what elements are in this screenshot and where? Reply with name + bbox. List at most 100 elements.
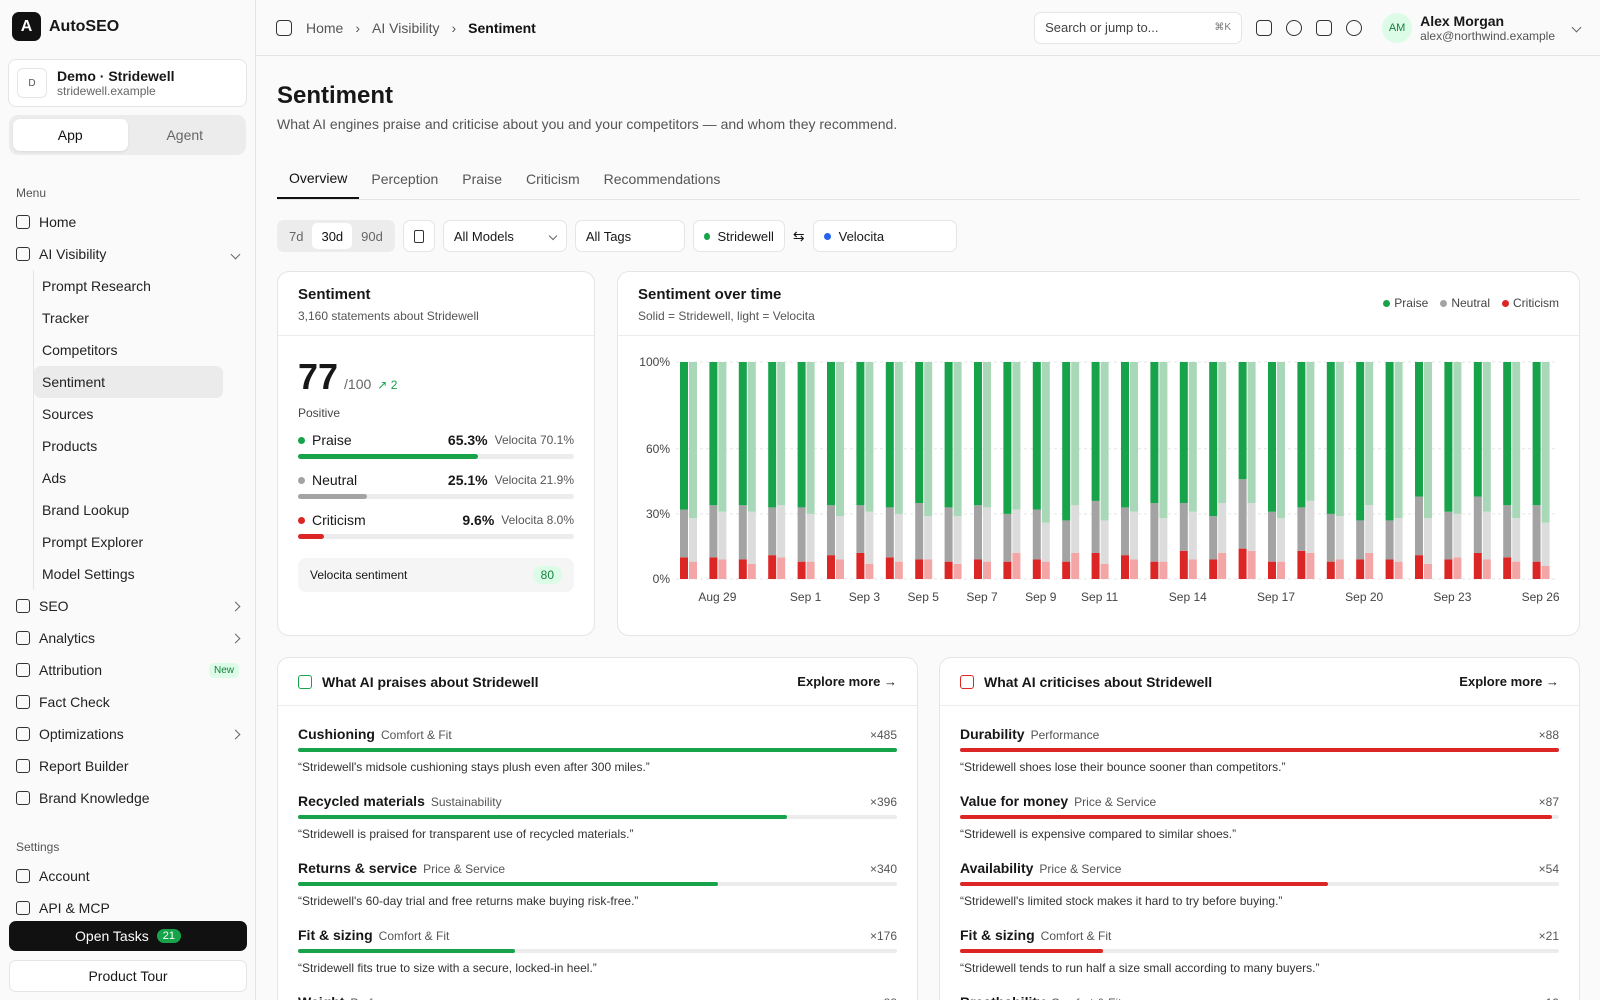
search[interactable]: Search or jump to... ⌘K [1034,11,1243,44]
nav-item[interactable]: Optimizations [0,718,255,750]
range-option[interactable]: 90d [361,228,383,244]
item-quote: “Stridewell fits true to size with a sec… [298,961,597,975]
bar-segment [827,505,835,556]
bar-segment [1532,561,1541,579]
count-track [960,882,1559,886]
open-tasks-button[interactable]: Open Tasks 21 [9,921,247,951]
breadcrumb-item: Sentiment [468,19,536,36]
bar-segment [1003,513,1012,562]
bar-segment [680,362,688,510]
tab[interactable]: Praise [462,170,502,187]
bar-segment [738,505,747,560]
user-menu[interactable]: AM Alex Morgan alex@northwind.example [1382,12,1582,43]
nav-item[interactable]: Sentiment [34,366,223,398]
nav-item[interactable]: Home [0,206,255,238]
count-track [298,748,897,752]
date-picker[interactable] [402,220,435,252]
breadcrumb-item[interactable]: AI Visibility [372,19,440,36]
card-icon [298,674,312,689]
bar-segment [865,563,874,579]
bar-segment [709,362,718,506]
bar-segment [944,561,953,579]
brand-select[interactable]: Stridewell [692,220,785,252]
user-name: Alex Morgan [1420,12,1505,29]
tab[interactable]: Overview [277,158,360,199]
nav-item[interactable]: Competitors [34,334,223,366]
nav-item[interactable]: API & MCP [0,892,255,916]
model-select[interactable]: All Models [442,220,567,252]
theme-button[interactable] [1346,19,1363,36]
item-quote: “Stridewell is praised for transparent u… [298,827,634,841]
explore-link[interactable]: Explore more → [797,674,897,689]
item-head: Weight Performance ×88 [298,994,897,1000]
sidebar-toggle[interactable] [276,19,292,36]
bar-segment [1365,552,1374,579]
nav-item[interactable]: Tracker [34,302,223,334]
nav-item[interactable]: Ads [34,462,223,494]
sentiment-rows: Praise 65.3% Velocita 70.1% Neutral 25.1% Vel… [278,428,594,548]
x-tick-label: Sep 26 [1522,590,1560,604]
breadcrumb-item[interactable]: Home [306,19,344,36]
nav-item[interactable]: Brand Knowledge [0,782,255,814]
item-head: Availability Price & Service ×54 [960,860,1559,876]
range-option[interactable]: 7d [289,228,304,244]
nav-item[interactable]: Products [34,430,223,462]
bar-segment [1482,362,1491,512]
notifications-button[interactable] [1316,19,1333,36]
bar-segment [1444,559,1453,579]
tag-select[interactable]: All Tags [574,220,685,252]
filters: 7d 30d 90d All Models All Tags Stridewell ⇆ Vel… [277,220,1580,252]
nav-item[interactable]: Attribution New [0,654,255,686]
bar-segment [689,362,697,519]
bar-segment [1159,518,1168,562]
nav-label: Model Settings [42,566,135,582]
bar-segment [1121,507,1129,556]
nav-item[interactable]: Prompt Research [34,270,223,302]
y-tick-label: 60% [646,442,670,456]
item-head: Fit & sizing Comfort & Fit ×176 [298,927,897,943]
tab[interactable]: Recommendations [603,170,721,187]
product-tour-button[interactable]: Product Tour [9,960,247,992]
nav-label: Fact Check [39,694,110,710]
bar-segment [974,559,982,579]
bar-segment [1365,362,1374,506]
x-tick-label: Sep 7 [966,590,998,604]
bar-segment [1188,511,1197,560]
nav-item[interactable]: Account [0,860,255,892]
item-category: Performance [1030,728,1100,742]
bar-segment [1277,518,1285,562]
tab[interactable]: Criticism [525,170,580,187]
mode-option[interactable]: Agent [166,127,204,143]
range-option[interactable]: 30d [312,223,353,249]
topbar: Home › AI Visibility › Sentiment Search or j… [256,0,1600,56]
nav-item[interactable]: Prompt Explorer [34,526,223,558]
bookmark-button[interactable] [1256,19,1273,36]
chat-button[interactable] [1286,19,1303,36]
brand[interactable]: A AutoSEO [0,0,255,53]
count-bar [960,949,1103,953]
nav-item[interactable]: Sources [34,398,223,430]
row-name: Criticism [312,512,366,528]
nav-item[interactable]: Fact Check [0,686,255,718]
bar-segment [1062,561,1071,579]
explore-link[interactable]: Explore more → [1459,674,1559,689]
nav-item[interactable]: Brand Lookup [34,494,223,526]
nav-item[interactable]: Model Settings [34,558,223,590]
nav-item[interactable]: Analytics [0,622,255,654]
breadcrumb-separator: › [451,19,457,36]
tag-select-label: All Tags [585,228,632,244]
tab[interactable]: Perception [371,170,439,187]
bar-segment [797,507,806,562]
row-head: Praise 65.3% Velocita 70.1% [298,432,574,448]
nav-item[interactable]: SEO [0,590,255,622]
tasks-label: Open Tasks [75,928,149,944]
bar-segment [1453,362,1462,514]
nav-item[interactable]: AI Visibility [0,238,255,270]
bar-segment [1268,561,1276,579]
bar-segment [1473,362,1482,497]
nav-item[interactable]: Report Builder [0,750,255,782]
bar-segment [836,559,844,579]
mode-option[interactable]: App [13,119,128,151]
competitor-select[interactable]: Velocita [812,220,957,252]
workspace-switcher[interactable]: D Demo · Stridewell stridewell.example [8,59,247,107]
